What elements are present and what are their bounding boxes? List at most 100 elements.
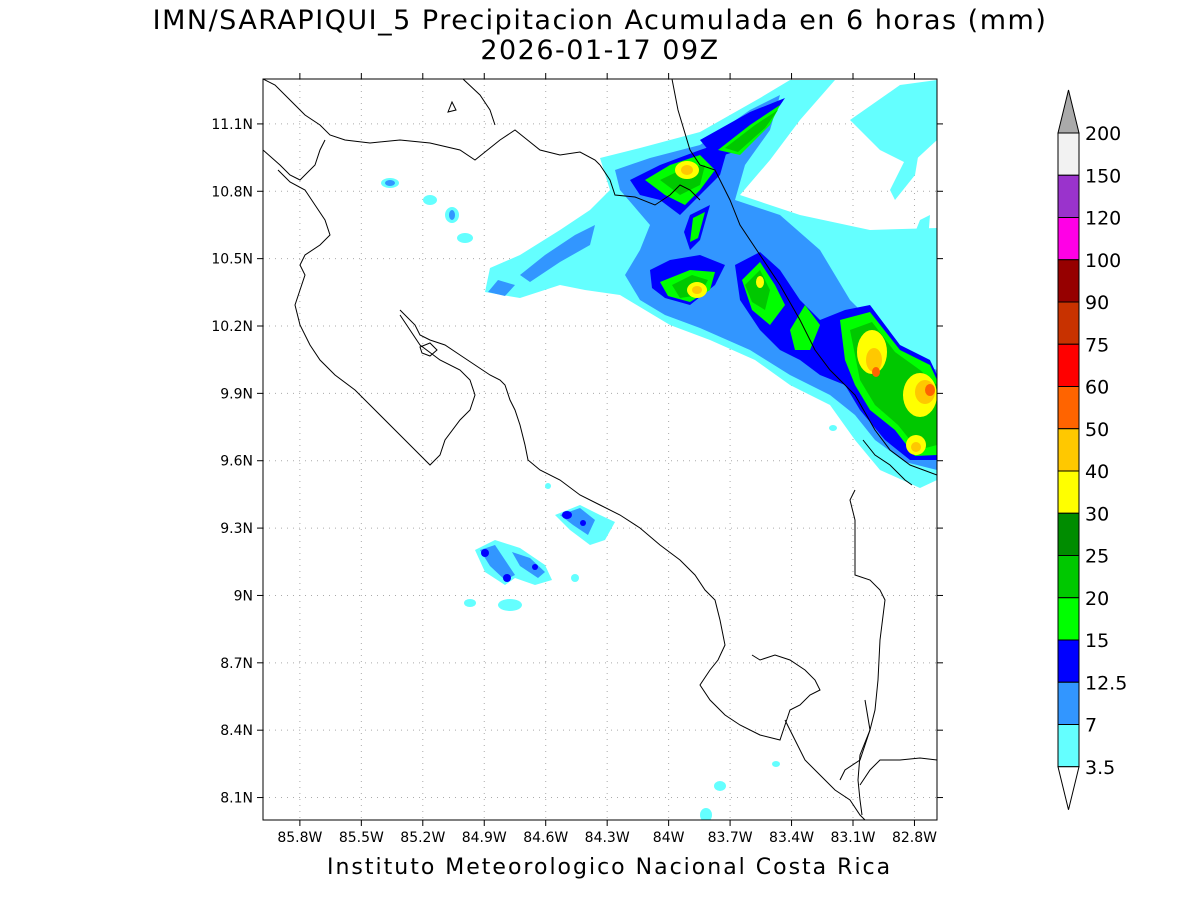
colorbar-label: 90 <box>1085 292 1109 314</box>
colorbar-label: 60 <box>1085 377 1109 399</box>
precip-streak-cyan-4 <box>850 240 865 300</box>
precip-cell-cyan-10 <box>714 781 726 791</box>
nicaragua-lake-shore <box>263 79 601 166</box>
map-frame <box>262 78 938 821</box>
lat-tick-label: 11.1N <box>211 117 253 133</box>
caribbean-coast <box>671 79 937 476</box>
colorbar-swatch <box>1057 343 1080 387</box>
precip-cell-cyan-7 <box>498 599 522 611</box>
burica-peninsula <box>839 699 871 781</box>
colorbar-swatch <box>1057 724 1080 768</box>
precip-cell-cyan-5 <box>475 540 552 585</box>
precip-cell-cyan-12 <box>545 483 551 489</box>
precip-cell-orange-1 <box>872 367 880 377</box>
colorbar-label: 120 <box>1085 208 1121 230</box>
nicaragua-north <box>462 79 496 126</box>
precip-cell-blue-1 <box>520 225 595 282</box>
lat-tick-label: 10.5N <box>211 252 253 268</box>
precipitation-field <box>381 80 937 820</box>
colorbar-swatch <box>1057 132 1080 176</box>
lat-tick-label: 9N <box>234 588 253 604</box>
colorbar-swatch <box>1057 681 1080 725</box>
lon-tick-label: 82.8W <box>892 830 937 846</box>
lat-tick-label: 9.6N <box>220 454 253 470</box>
colorbar-label: 30 <box>1085 503 1109 525</box>
precip-cell-cyan-9 <box>571 574 579 582</box>
precip-cell-blue-3 <box>385 180 395 186</box>
colorbar-swatch <box>1057 301 1080 345</box>
coastline-borders <box>263 79 937 820</box>
lon-tick-label: 85.5W <box>339 830 384 846</box>
colorbar-swatch <box>1057 174 1080 218</box>
precip-cell-darkblue-1 <box>481 549 489 557</box>
map-title: IMN/SARAPIQUI_5 Precipitacion Acumulada … <box>152 5 1048 36</box>
precip-cell-gold-2 <box>692 286 702 294</box>
lat-tick-label: 8.4N <box>220 723 253 739</box>
panama-coast-south <box>859 757 937 786</box>
colorbar-bottom-arrow <box>1057 766 1080 810</box>
precip-cell-darkblue-4 <box>532 564 538 570</box>
precip-streak-cyan-5 <box>890 145 920 200</box>
colorbar-swatch <box>1057 386 1080 430</box>
precip-cell-darkblue-3 <box>562 511 572 519</box>
precip-cell-gold-1 <box>681 165 693 175</box>
precip-band-cyan-north <box>850 80 937 165</box>
precip-cell-darkblue-2 <box>503 574 511 582</box>
lon-tick-label: 84.9W <box>462 830 507 846</box>
colorbar-label: 150 <box>1085 165 1121 187</box>
precip-cell-cyan-13 <box>829 425 837 431</box>
colorbar-label: 12.5 <box>1085 672 1127 694</box>
colorbar-swatch <box>1057 512 1080 556</box>
colorbar-swatch <box>1057 597 1080 641</box>
precip-cell-blue-6 <box>512 552 545 578</box>
precip-cell-gold-3 <box>866 348 882 372</box>
colorbar-label: 25 <box>1085 546 1109 568</box>
precip-cell-orange-2 <box>925 384 935 396</box>
panama-border <box>849 439 913 816</box>
lon-tick-label: 84.3W <box>585 830 630 846</box>
precip-cell-blue-4 <box>449 210 455 220</box>
map-grid <box>263 79 937 820</box>
map-subtitle-date: 2026-01-17 09Z <box>480 35 720 66</box>
lon-tick-label: 83.4W <box>769 830 814 846</box>
precip-cell-gold-5 <box>911 442 921 452</box>
colorbar-swatch <box>1057 555 1080 599</box>
precip-streak-cyan-1 <box>858 235 885 295</box>
precip-cell-blue-2 <box>488 280 515 296</box>
colorbar-label: 75 <box>1085 334 1109 356</box>
pacific-coast-guanacaste <box>263 139 821 741</box>
precip-cell-cyan-4 <box>457 233 473 243</box>
colorbar-label: 40 <box>1085 461 1109 483</box>
lon-tick-label: 83.1W <box>830 830 875 846</box>
precip-cell-cyan-11 <box>700 808 712 820</box>
colorbar-label: 50 <box>1085 419 1109 441</box>
colorbar-top-arrow <box>1057 89 1080 134</box>
precip-band-green-5 <box>790 305 820 350</box>
colorbar: 200 150 120 100 90 75 60 50 40 30 25 20 15 12.5 7 3.5 <box>1057 89 1127 810</box>
precip-band-darkblue-2 <box>700 98 785 158</box>
lat-tick-label: 10.8N <box>211 184 253 200</box>
precip-cell-cyan-2 <box>423 195 437 205</box>
osa-peninsula <box>784 719 866 820</box>
precip-streak-cyan-2 <box>900 215 930 285</box>
lake-island <box>447 100 457 113</box>
precip-cell-cyan-8 <box>464 599 476 607</box>
colorbar-label: 20 <box>1085 588 1109 610</box>
lon-tick-label: 84W <box>653 830 685 846</box>
lon-tick-label: 83.7W <box>708 830 753 846</box>
precip-band-green-7 <box>690 212 705 242</box>
axis-ticks: 85.8W 85.5W 85.2W 84.9W 84.6W 84.3W 84W 83.7W 83… <box>211 73 943 846</box>
lat-tick-label: 9.9N <box>220 386 253 402</box>
precip-band-darkgreen-2 <box>725 110 778 152</box>
precip-cell-yellow-6 <box>756 276 764 288</box>
colorbar-swatch <box>1057 259 1080 303</box>
precip-cell-cyan-14 <box>772 761 780 767</box>
institution-footer: Instituto Meteorologico Nacional Costa R… <box>327 855 893 880</box>
colorbar-label: 200 <box>1085 123 1121 145</box>
lat-tick-label: 8.1N <box>220 791 253 807</box>
colorbar-swatch <box>1057 639 1080 683</box>
colorbar-label: 15 <box>1085 630 1109 652</box>
precip-cell-darkblue-5 <box>580 520 586 526</box>
lon-tick-label: 84.6W <box>523 830 568 846</box>
